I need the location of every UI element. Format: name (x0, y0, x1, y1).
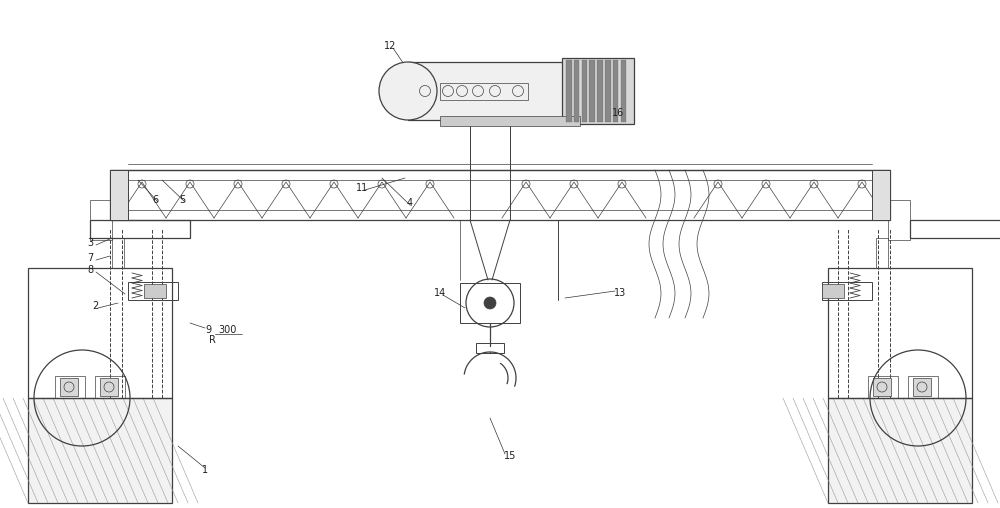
Bar (112, 238, 124, 268)
Bar (876, 238, 888, 268)
Bar (621, 60, 626, 122)
Bar (574, 60, 579, 122)
Text: 4: 4 (407, 198, 413, 208)
Text: 3: 3 (87, 238, 93, 248)
Text: 11: 11 (356, 183, 368, 193)
Bar (110, 170, 128, 220)
Bar (90, 220, 190, 238)
Bar (100, 378, 118, 396)
Text: 8: 8 (87, 265, 93, 275)
Bar (440, 83, 528, 100)
Bar (55, 376, 85, 398)
Bar (440, 116, 580, 126)
Bar (597, 60, 603, 122)
Bar (868, 376, 898, 398)
Text: 16: 16 (612, 108, 624, 118)
Bar (888, 200, 910, 240)
Bar (908, 376, 938, 398)
Text: 9: 9 (205, 325, 211, 335)
Bar (582, 60, 587, 122)
Bar (60, 378, 78, 396)
Bar (476, 343, 504, 353)
Bar (566, 60, 572, 122)
Bar (562, 58, 634, 124)
Bar (913, 378, 931, 396)
Bar (613, 60, 618, 122)
Bar (408, 62, 563, 120)
Bar (822, 284, 844, 298)
Bar (28, 268, 172, 398)
Text: 15: 15 (504, 451, 516, 461)
Bar (95, 376, 125, 398)
Bar (872, 170, 890, 220)
Text: 6: 6 (152, 195, 158, 205)
Text: 12: 12 (384, 41, 396, 51)
Circle shape (484, 297, 496, 309)
Text: 1: 1 (202, 465, 208, 475)
Bar (128, 282, 178, 300)
Bar (828, 398, 972, 503)
Bar (910, 220, 1000, 238)
Bar (144, 284, 166, 298)
Text: 5: 5 (179, 195, 185, 205)
Text: R: R (209, 335, 215, 345)
Bar (589, 60, 595, 122)
Bar (28, 398, 172, 503)
Bar (460, 283, 520, 323)
Text: 13: 13 (614, 288, 626, 298)
Text: 300: 300 (219, 325, 237, 335)
Bar (822, 282, 872, 300)
Bar (110, 170, 890, 220)
Bar (873, 378, 891, 396)
Text: 2: 2 (92, 301, 98, 311)
Bar (90, 200, 112, 240)
Text: 7: 7 (87, 253, 93, 263)
Text: 14: 14 (434, 288, 446, 298)
Circle shape (379, 62, 437, 120)
Bar (828, 268, 972, 398)
Bar (605, 60, 610, 122)
